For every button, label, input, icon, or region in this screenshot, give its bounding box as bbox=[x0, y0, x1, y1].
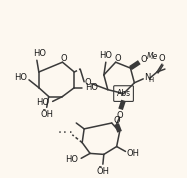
Text: ŌH: ŌH bbox=[40, 110, 53, 119]
Text: O: O bbox=[85, 78, 91, 87]
Text: HO: HO bbox=[99, 51, 112, 60]
Text: HO: HO bbox=[15, 73, 28, 82]
Text: ŌH: ŌH bbox=[96, 167, 109, 176]
Text: H: H bbox=[148, 77, 154, 83]
Text: O: O bbox=[114, 54, 121, 63]
Text: ...: ... bbox=[57, 125, 74, 135]
Text: N: N bbox=[144, 73, 150, 82]
Text: HO: HO bbox=[36, 98, 49, 107]
Text: HO: HO bbox=[33, 49, 46, 58]
Text: O: O bbox=[60, 54, 67, 63]
Text: O: O bbox=[141, 55, 148, 64]
Text: O: O bbox=[159, 54, 165, 63]
Text: HO: HO bbox=[85, 83, 99, 92]
Text: HO: HO bbox=[65, 155, 78, 164]
Text: Abs: Abs bbox=[117, 89, 131, 98]
Text: O: O bbox=[116, 111, 123, 120]
Text: OH: OH bbox=[127, 149, 140, 158]
Text: Me: Me bbox=[146, 52, 158, 61]
Text: O: O bbox=[113, 116, 120, 125]
FancyBboxPatch shape bbox=[114, 86, 133, 101]
